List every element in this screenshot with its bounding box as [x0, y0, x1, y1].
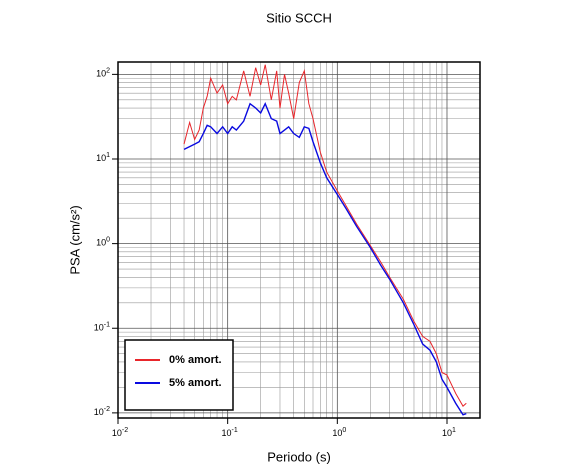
tick-label: 10-2: [112, 427, 128, 439]
tick-base: 10: [222, 428, 232, 438]
tick-exponent: 1: [106, 152, 110, 159]
tick-label: 100: [332, 427, 346, 439]
series-line: [183, 102, 467, 416]
x-axis-label: Periodo (s): [267, 449, 331, 464]
plot-frame: [117, 61, 481, 419]
tick-exponent: 1: [452, 427, 456, 434]
tick-base: 10: [96, 69, 106, 79]
tick-label: 102: [96, 67, 110, 79]
tick-exponent: -1: [232, 427, 238, 434]
legend-label: 5% amort.: [169, 377, 222, 389]
tick-base: 10: [332, 428, 342, 438]
tick-base: 10: [94, 407, 104, 417]
tick-label: 100: [96, 236, 110, 248]
tick-label: 101: [442, 427, 456, 439]
tick-exponent: 2: [106, 67, 110, 74]
legend-box: [124, 339, 234, 411]
tick-exponent: 0: [342, 427, 346, 434]
tick-base: 10: [442, 428, 452, 438]
tick-label: 10-2: [94, 406, 110, 418]
tick-exponent: -2: [104, 406, 110, 413]
y-axis-label: PSA (cm/s²): [67, 205, 82, 274]
tick-exponent: 0: [106, 236, 110, 243]
tick-base: 10: [112, 428, 122, 438]
tick-base: 10: [96, 153, 106, 163]
tick-label: 10-1: [94, 321, 110, 333]
series-line: [183, 64, 467, 407]
chart-title: Sitio SCCH: [266, 10, 332, 25]
tick-label: 101: [96, 152, 110, 164]
tick-exponent: -2: [122, 427, 128, 434]
legend-label: 0% amort.: [169, 354, 222, 366]
tick-label: 10-1: [222, 427, 238, 439]
tick-base: 10: [94, 323, 104, 333]
tick-base: 10: [96, 238, 106, 248]
tick-exponent: -1: [104, 321, 110, 328]
